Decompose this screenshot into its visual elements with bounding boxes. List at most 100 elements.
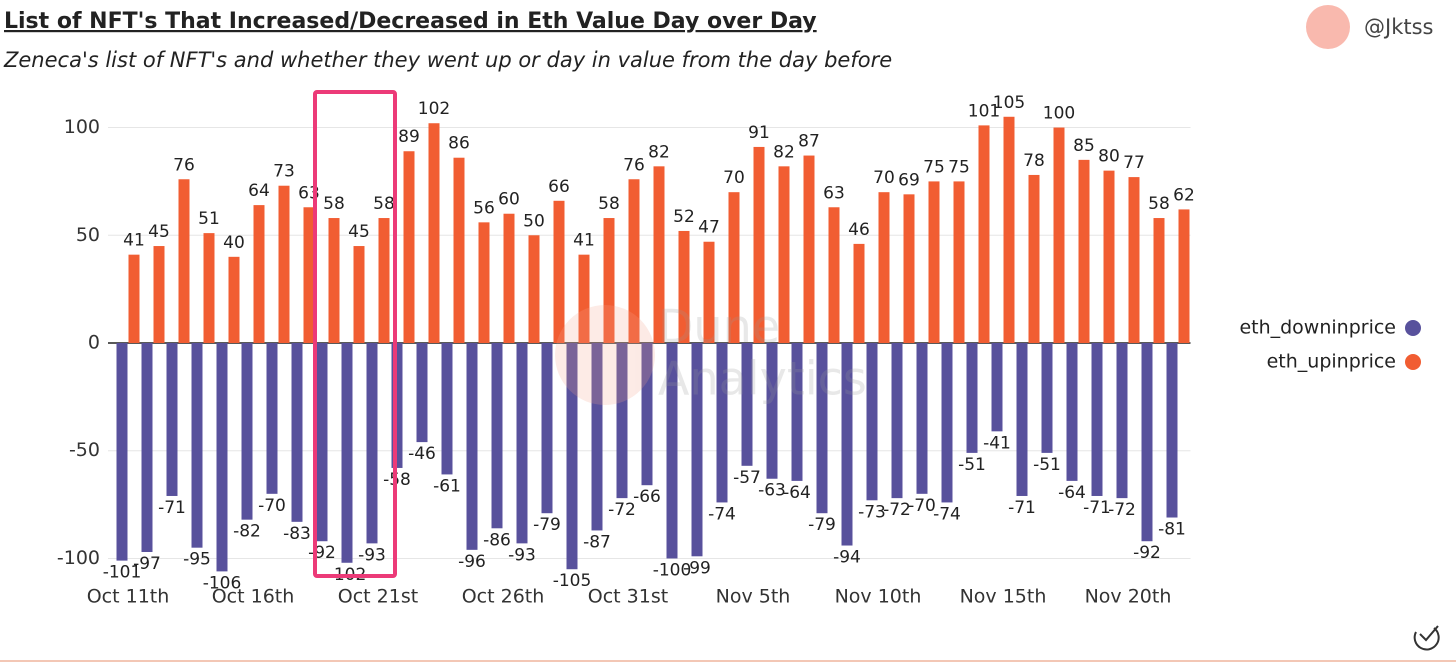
bar	[453, 157, 465, 343]
x-tick-label: Oct 16th	[212, 586, 295, 608]
data-label: 69	[898, 170, 920, 190]
bar	[366, 343, 378, 544]
data-label: -99	[683, 558, 711, 578]
watermark-text: Dune	[658, 300, 780, 354]
data-label: -93	[358, 545, 386, 565]
data-label: 40	[223, 233, 245, 253]
bar	[916, 343, 928, 494]
check-icon	[1413, 625, 1440, 651]
y-tick-label: 50	[76, 224, 100, 246]
bar	[166, 343, 178, 496]
legend-swatch	[1405, 354, 1421, 370]
data-label: 86	[448, 134, 470, 154]
data-label: -81	[1158, 520, 1186, 540]
data-label: -96	[458, 552, 486, 572]
bar	[791, 343, 803, 481]
data-label: -74	[708, 504, 736, 524]
data-label: -92	[308, 543, 336, 563]
data-label: 80	[1098, 147, 1120, 167]
data-label: 56	[473, 198, 495, 218]
bar	[303, 207, 315, 343]
bar	[766, 343, 778, 479]
data-label: 52	[673, 207, 695, 227]
bar	[1153, 218, 1165, 343]
bar	[191, 343, 203, 548]
bar	[416, 343, 428, 443]
bar	[991, 343, 1003, 432]
bar	[328, 218, 340, 343]
data-label: 105	[993, 93, 1025, 113]
bar	[566, 343, 578, 570]
data-label: 75	[948, 157, 970, 177]
bar	[503, 213, 515, 343]
data-label: 100	[1043, 104, 1075, 124]
bar	[1028, 174, 1040, 343]
bar	[853, 243, 865, 343]
bar	[878, 192, 890, 343]
data-label: -82	[233, 522, 261, 542]
bar	[466, 343, 478, 550]
data-label: 76	[173, 155, 195, 175]
bar	[441, 343, 453, 475]
bar	[1066, 343, 1078, 481]
bar	[628, 179, 640, 343]
bar	[703, 241, 715, 343]
data-label: 82	[648, 142, 670, 162]
bar	[753, 146, 765, 343]
x-tick-label: Oct 26th	[462, 586, 545, 608]
bar	[266, 343, 278, 494]
bar	[541, 343, 553, 514]
highlight-box	[313, 90, 397, 578]
data-label: 47	[698, 218, 720, 238]
bar	[928, 181, 940, 343]
data-label: -72	[1108, 500, 1136, 520]
chart-title: List of NFT's That Increased/Decreased i…	[4, 9, 817, 34]
data-label: 70	[873, 168, 895, 188]
bar	[903, 194, 915, 343]
data-label: -87	[583, 532, 611, 552]
data-label: -64	[783, 483, 811, 503]
data-label: -66	[633, 487, 661, 507]
data-label: 85	[1073, 136, 1095, 156]
y-tick-label: -50	[69, 439, 100, 461]
legend-swatch	[1405, 320, 1421, 336]
bar	[1078, 159, 1090, 343]
bar	[178, 179, 190, 343]
data-label: -70	[258, 496, 286, 516]
data-label: 51	[198, 209, 220, 229]
bar	[491, 343, 503, 529]
data-label: 41	[123, 231, 145, 251]
data-label: -83	[283, 524, 311, 544]
bar	[141, 343, 153, 552]
bar	[253, 205, 265, 343]
bar	[666, 343, 678, 559]
data-label: -64	[1058, 483, 1086, 503]
bar	[228, 256, 240, 343]
data-label: -63	[758, 481, 786, 501]
data-label: -51	[1033, 455, 1061, 475]
data-label: -71	[1083, 498, 1111, 518]
bar	[216, 343, 228, 572]
bar	[616, 343, 628, 499]
data-label: 75	[923, 157, 945, 177]
data-label: -92	[1133, 543, 1161, 563]
bar	[516, 343, 528, 544]
bar	[966, 343, 978, 453]
data-label: 58	[323, 194, 345, 214]
bar	[1003, 116, 1015, 343]
bar	[716, 343, 728, 503]
bar	[428, 123, 440, 344]
data-label: 77	[1123, 153, 1145, 173]
data-label: -79	[808, 515, 836, 535]
y-tick-label: 100	[64, 116, 100, 138]
bar	[691, 343, 703, 557]
bar	[316, 343, 328, 542]
data-label: 64	[248, 181, 270, 201]
data-label: 78	[1023, 151, 1045, 171]
data-label: 45	[348, 222, 370, 242]
bar	[1116, 343, 1128, 499]
bar	[128, 254, 140, 343]
bar	[1128, 177, 1140, 343]
bar	[728, 192, 740, 343]
data-label: -71	[158, 498, 186, 518]
